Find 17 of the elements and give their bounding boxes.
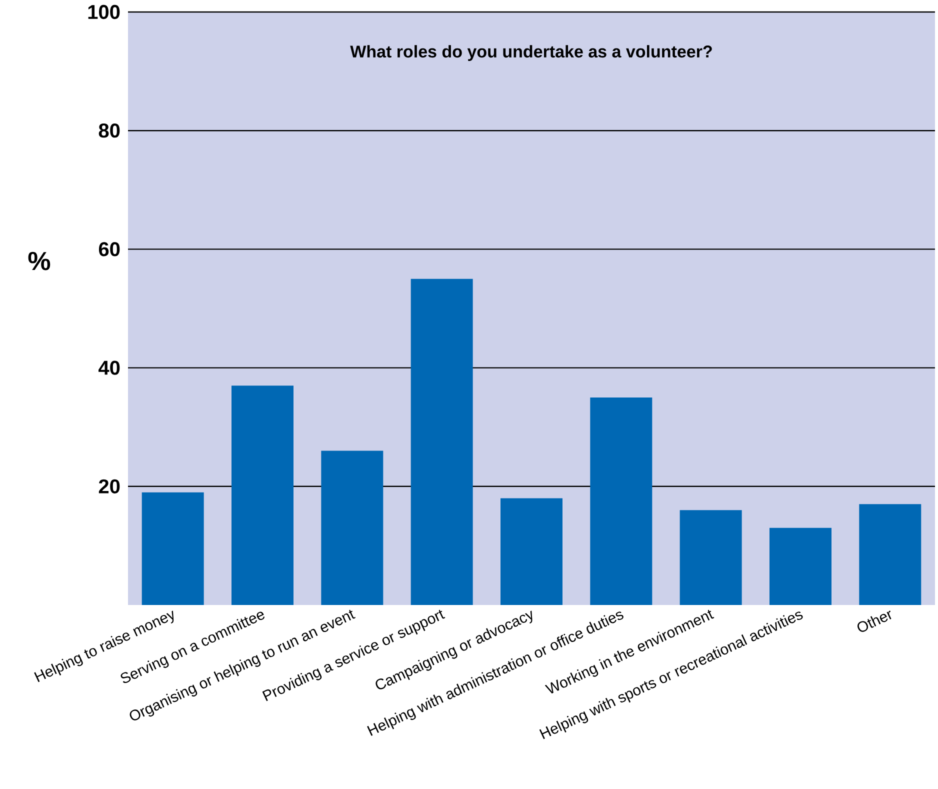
y-tick-label: 100	[88, 4, 120, 20]
bar	[859, 504, 922, 605]
y-tick-label: 60	[98, 242, 120, 256]
bar	[232, 386, 294, 605]
bar	[590, 397, 652, 605]
y-tick-label: 40	[98, 360, 120, 375]
bar	[142, 492, 204, 605]
bar	[321, 450, 384, 605]
y-tick-label: 20	[98, 479, 120, 494]
y-axis-title: %	[28, 252, 50, 270]
x-tick-label: Other	[857, 610, 892, 632]
text: What roles do you undertake as a volunteer?	[350, 45, 712, 61]
bar	[769, 528, 832, 605]
bar	[680, 510, 742, 605]
bar	[410, 278, 473, 605]
bar	[500, 498, 562, 605]
y-tick-label: 80	[98, 124, 120, 138]
